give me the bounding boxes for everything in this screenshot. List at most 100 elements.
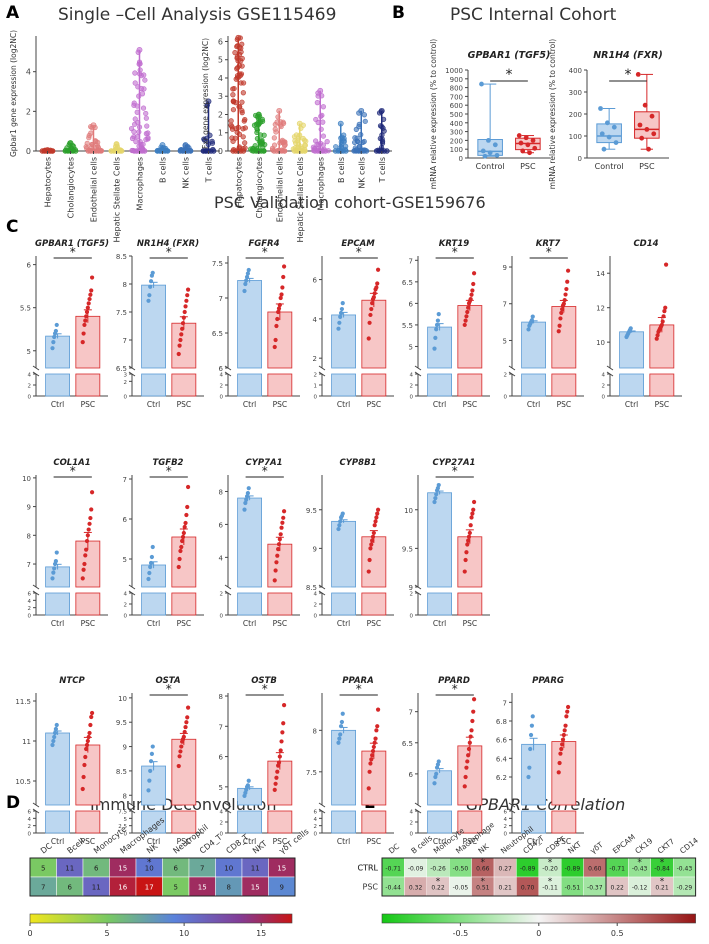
max-point [255, 111, 262, 118]
data-point [180, 326, 185, 331]
data-point [361, 138, 367, 145]
y-tick-label: 0 [220, 832, 224, 838]
data-point [84, 314, 89, 319]
data-point [557, 323, 562, 328]
significance-star: * [166, 464, 172, 478]
data-point [333, 144, 339, 150]
data-point [185, 715, 190, 720]
data-point [471, 709, 476, 714]
significance-star: * [262, 682, 268, 696]
significance-star: * [262, 464, 268, 478]
y-tick-label: 6.2 [496, 774, 507, 782]
data-point [527, 150, 532, 156]
data-point [314, 100, 320, 106]
data-point [84, 547, 89, 552]
data-point [52, 566, 57, 571]
data-point [562, 297, 567, 303]
data-point [599, 131, 605, 137]
y-tick-label: 0 [220, 395, 224, 401]
data-point [81, 567, 86, 572]
max-point [276, 107, 283, 114]
data-point [463, 318, 468, 323]
baseline-point [118, 148, 125, 154]
data-point [436, 482, 441, 488]
data-point [466, 534, 472, 539]
cell-star: * [436, 877, 441, 887]
data-point [525, 142, 531, 148]
data-point [318, 126, 324, 132]
data-point [230, 107, 237, 113]
bar [551, 741, 577, 806]
y-tick-label: 0 [220, 614, 224, 620]
data-point [185, 504, 190, 510]
gene-title: NR1H4 (FXR) [137, 239, 199, 249]
gene-bar-chart: KRT7 5 7 9 0 2 Ctrl PSC * [503, 239, 584, 409]
data-point [317, 140, 324, 146]
data-point [176, 763, 181, 769]
cell-value: 6 [94, 865, 99, 873]
cell-value: -0.20 [542, 866, 558, 873]
y-tick-label: 1000 [445, 67, 463, 75]
data-point [142, 77, 148, 83]
data-point [85, 738, 90, 744]
colorbar-label: 15 [256, 929, 266, 938]
colorbar-label: 0 [27, 929, 32, 938]
data-point [532, 145, 538, 151]
data-point [89, 288, 94, 293]
bar [75, 315, 101, 369]
colorbar-label: -0.5 [453, 929, 469, 938]
bar-lower [427, 810, 453, 834]
data-point [434, 322, 440, 328]
baseline-point [363, 148, 370, 154]
y-tick-label: 0 [410, 832, 414, 838]
data-point [366, 786, 371, 791]
y-tick-label: 2 [124, 603, 128, 609]
y-tick-label: 0 [314, 614, 318, 620]
data-point [81, 331, 86, 336]
panel-letter-d: D [6, 793, 20, 813]
y-axis-label: mRNA relative expression (% to control) [548, 39, 557, 190]
data-point [278, 532, 283, 537]
y-tick-label: 9 [27, 504, 31, 512]
y-tick-label: 6.5 [116, 365, 127, 373]
data-point [556, 770, 561, 775]
x-tick-label: PSC [367, 619, 382, 628]
data-point [228, 122, 234, 128]
data-point [637, 122, 643, 128]
data-point [275, 316, 280, 322]
bar-lower [141, 810, 167, 834]
data-point [243, 281, 248, 287]
bar-lower [361, 373, 387, 397]
bar-lower [267, 810, 293, 834]
data-point [242, 507, 247, 512]
data-point [527, 765, 532, 770]
heatmap-border [29, 857, 296, 897]
data-point [278, 748, 283, 753]
data-point [649, 113, 655, 119]
data-point [240, 90, 246, 96]
bar-lower [75, 592, 101, 616]
data-point [230, 98, 236, 104]
data-point [367, 320, 372, 325]
data-point [339, 719, 344, 725]
y-tick-label: 0 [26, 147, 31, 156]
data-point [558, 751, 563, 756]
data-point [375, 724, 380, 729]
y-tick-label: 0 [218, 147, 223, 156]
axis-break-mark [414, 365, 422, 371]
x-tick-label: PSC [177, 400, 192, 409]
panel-b-fxr-boxplot: NR1H4 (FXR) 0 100 200 300 400 mRNA relative ex… [548, 39, 669, 190]
data-point [613, 140, 619, 146]
axis-break-mark [508, 802, 516, 808]
y-tick-label: 6.5 [402, 740, 413, 748]
cell-value: -0.43 [677, 866, 693, 873]
data-point [178, 749, 183, 754]
cell-value: 0.22 [611, 885, 625, 892]
cell-value: 15 [118, 865, 127, 873]
baseline-point [261, 148, 267, 154]
gene-title: TGFB2 [153, 458, 184, 468]
bar [551, 306, 577, 369]
y-tick-label: 9.5 [402, 545, 413, 553]
data-point [89, 490, 95, 495]
cell-value: 6 [174, 865, 179, 873]
